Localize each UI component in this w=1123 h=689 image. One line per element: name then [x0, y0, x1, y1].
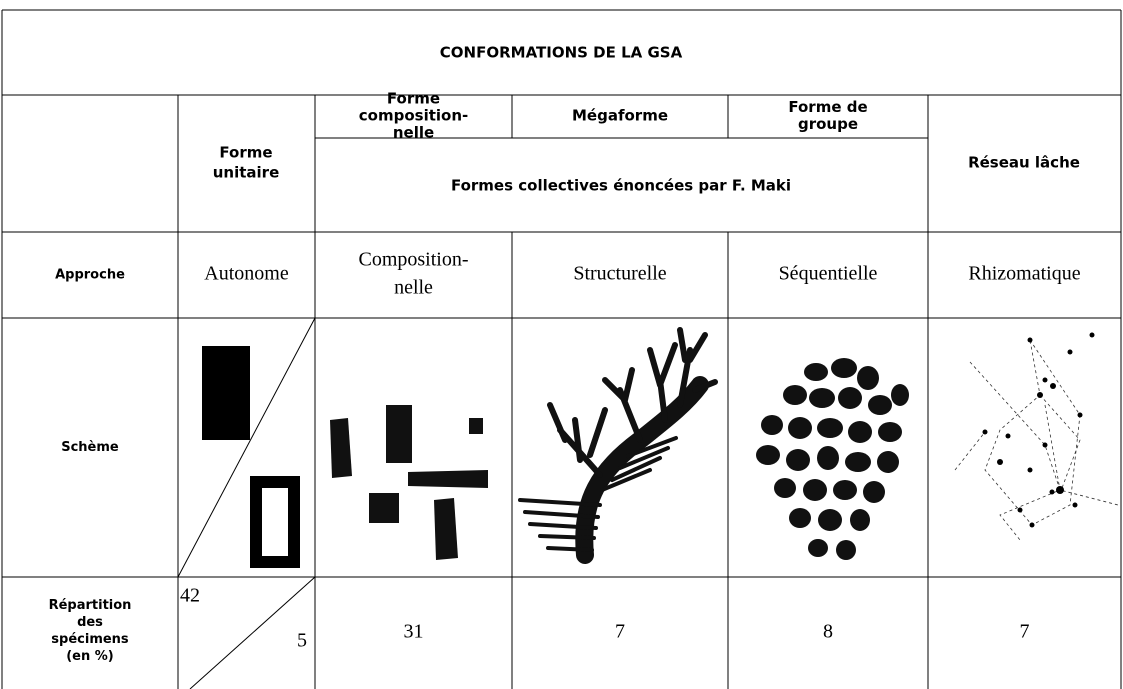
scheme-unit [202, 346, 300, 568]
row-label: Répartition [49, 598, 132, 613]
header-note: Formes collectives énoncées par F. Maki [451, 177, 791, 195]
row-label: des [77, 615, 103, 630]
header-cell: composition- [359, 107, 468, 125]
row-label: spécimens [51, 632, 129, 647]
header-cell: Mégaforme [572, 107, 668, 125]
header-cell: unitaire [213, 164, 280, 182]
cell: 7 [1020, 621, 1030, 643]
cell: nelle [394, 277, 433, 299]
cell: 8 [823, 621, 833, 643]
header-cell: nelle [393, 124, 434, 142]
grid [1, 9, 1122, 689]
cell: 7 [615, 621, 625, 643]
cell: Rhizomatique [968, 263, 1080, 285]
header-cell: groupe [798, 115, 858, 133]
cell: Structurelle [573, 263, 666, 285]
header-cell: Forme [387, 90, 440, 108]
cell: Composition- [358, 249, 468, 271]
row-label: Schème [61, 440, 119, 455]
cell: Séquentielle [779, 263, 878, 285]
table-title: CONFORMATIONS DE LA GSA [440, 44, 683, 62]
cell: 5 [297, 630, 307, 652]
header-cell: Forme de [788, 98, 867, 116]
cell: 42 [180, 585, 200, 607]
header-cell: Forme [219, 144, 272, 162]
row-label: (en %) [66, 649, 114, 664]
scheme-network [954, 332, 1119, 541]
cell: Autonome [204, 263, 289, 285]
header-cell: Réseau lâche [968, 154, 1080, 172]
scheme-megaform [518, 327, 718, 564]
scheme-composition [330, 405, 488, 560]
scheme-group [756, 358, 909, 560]
cell: 31 [404, 621, 424, 643]
row-label: Approche [55, 268, 125, 283]
